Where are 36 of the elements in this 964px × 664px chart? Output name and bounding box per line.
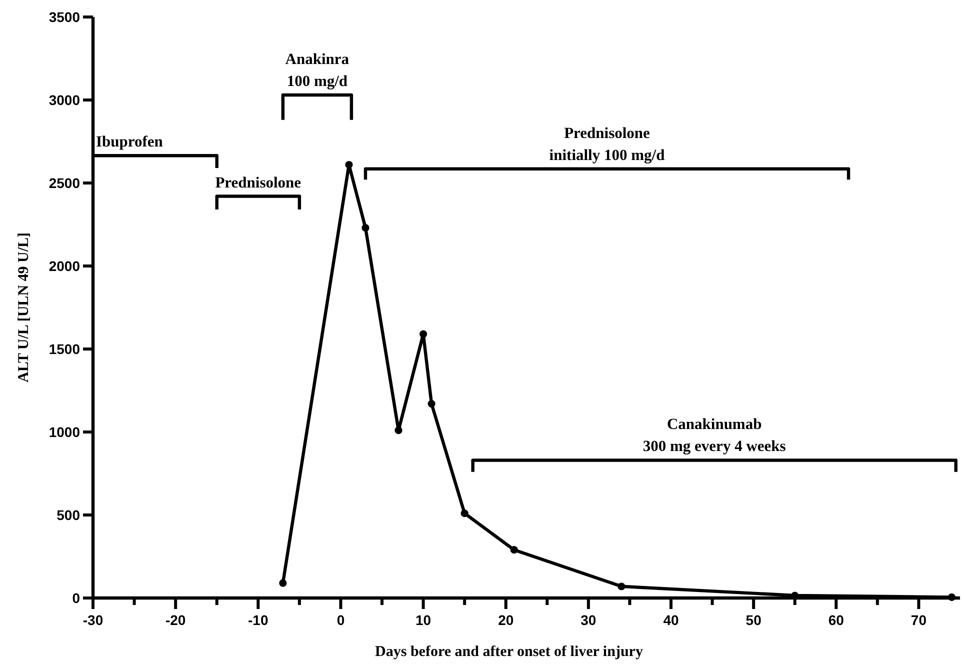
y-tick-label: 500 bbox=[56, 506, 80, 523]
point bbox=[279, 579, 287, 587]
x-tick-label: -10 bbox=[248, 612, 268, 628]
y-tick-label: 1500 bbox=[48, 340, 80, 357]
x-tick-label: 0 bbox=[336, 612, 345, 628]
x-tick-label: 50 bbox=[746, 612, 762, 628]
y-tick-label: 1000 bbox=[48, 424, 80, 440]
x-tick-label: -20 bbox=[165, 612, 186, 628]
x-tick-label: 10 bbox=[415, 612, 432, 628]
point bbox=[362, 224, 370, 232]
x-tick-label: 30 bbox=[580, 612, 596, 628]
series-label: Prednisolone bbox=[215, 174, 302, 192]
y-tick-label: 0 bbox=[72, 590, 80, 606]
x-tick-label: 20 bbox=[498, 612, 514, 628]
series-label: Prednisolone initially 100 mg/d bbox=[549, 124, 666, 164]
y-tick-label: 2500 bbox=[48, 174, 80, 191]
point bbox=[618, 582, 626, 590]
point bbox=[419, 330, 428, 338]
x-tick-label: -30 bbox=[82, 612, 104, 628]
series-label: Canakinumab 300 mg every 4 weeks bbox=[642, 416, 786, 456]
y-tick-label: 2000 bbox=[48, 258, 80, 274]
series-label: Anakinra 100 mg/d bbox=[285, 51, 350, 90]
y-axis-title: ALT U/L [ULN 49 U/L] bbox=[16, 232, 32, 383]
point bbox=[345, 160, 353, 169]
point bbox=[428, 400, 436, 408]
x-tick-label: 40 bbox=[663, 612, 679, 628]
series-label: Ibuprofen bbox=[96, 134, 164, 151]
x-axis-title: Days before and after onset of liver injury bbox=[375, 644, 644, 660]
x-tick-label: 70 bbox=[910, 612, 927, 628]
y-tick-label: 3000 bbox=[48, 92, 80, 108]
y-tick-label: 3500 bbox=[48, 8, 80, 25]
point bbox=[460, 510, 468, 518]
point bbox=[394, 426, 402, 434]
x-tick-label: 60 bbox=[828, 612, 844, 628]
point bbox=[948, 593, 956, 601]
point bbox=[510, 546, 518, 554]
